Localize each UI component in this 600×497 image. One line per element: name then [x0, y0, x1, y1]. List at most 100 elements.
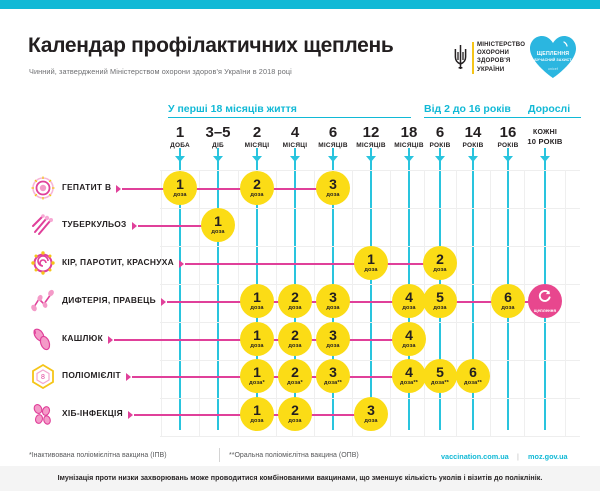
dose-label: доза: [211, 229, 225, 235]
dose-label: доза: [173, 192, 187, 198]
dose-circle[interactable]: 1 доза: [201, 208, 235, 242]
dose-number: 1: [214, 213, 222, 229]
column-marker-2: [252, 156, 262, 162]
dose-circle[interactable]: 1 доза: [163, 171, 197, 205]
heart-logo-line-1: ЩЕПЛЕННЯ: [536, 51, 570, 57]
column-marker-5: [366, 156, 376, 162]
diphtheria-bacteria-icon: [31, 289, 54, 312]
dose-label: доза: [364, 267, 378, 273]
column-unit-6: МІСЯЦІВ: [394, 142, 424, 149]
dose-circle[interactable]: 6 доза: [491, 284, 525, 318]
dose-number: 3: [329, 364, 337, 380]
dose-circle[interactable]: 4 доза: [392, 322, 426, 356]
dose-circle[interactable]: 1 доза: [354, 246, 388, 280]
dose-circle[interactable]: 3 доза: [316, 284, 350, 318]
vaccine-row-label: ГЕПАТИТ В: [62, 182, 112, 192]
dose-circle[interactable]: 2 доза: [423, 246, 457, 280]
dose-number: 1: [253, 289, 261, 305]
column-unit-3: МІСЯЦІ: [282, 142, 308, 149]
dose-circle[interactable]: 4 доза: [392, 284, 426, 318]
dose-number: 6: [504, 289, 512, 305]
dose-label: доза**: [464, 380, 482, 386]
ministry-line-1: МІНІСТЕРСТВО: [477, 41, 526, 48]
column-marker-0: [175, 156, 185, 162]
footnote-ipv: *Інактивована поліомієлітна вакцина (ІПВ…: [29, 452, 167, 459]
dose-number: 2: [253, 176, 261, 192]
trident-icon: [454, 45, 467, 69]
dose-circle[interactable]: 1 доза*: [240, 359, 274, 393]
column-marker-7: [435, 156, 445, 162]
dose-circle[interactable]: 1 доза: [240, 397, 274, 431]
bottom-bar: [0, 491, 600, 497]
dose-circle[interactable]: 3 доза: [316, 171, 350, 205]
column-value-9: 16: [499, 124, 517, 141]
revaccination-badge[interactable]: щеплення: [528, 284, 562, 318]
dose-label: доза: [364, 418, 378, 424]
link-vaccination-site[interactable]: vaccination.com.ua: [441, 452, 509, 461]
ministry-name-block: МІНІСТЕРСТВО ОХОРОНИ ЗДОРОВ'Я УКРАЇНИ: [477, 41, 525, 74]
dose-circle[interactable]: 5 доза**: [423, 359, 457, 393]
column-value-1: 3–5: [205, 124, 231, 141]
vaccine-row-label: ДИФТЕРІЯ, ПРАВЕЦЬ: [62, 295, 156, 305]
dose-label: доза**: [324, 380, 342, 386]
link-moz-site[interactable]: moz.gov.ua: [528, 452, 568, 461]
dose-number: 4: [405, 289, 413, 305]
column-value-10: КОЖНІ: [533, 129, 557, 136]
column-marker-8: [468, 156, 478, 162]
grid-hline-7: [160, 436, 580, 437]
dose-label: доза: [250, 343, 264, 349]
dose-circle[interactable]: 6 доза**: [456, 359, 490, 393]
ministry-line-3: ЗДОРОВ'Я: [477, 57, 511, 65]
dose-number: 3: [367, 402, 375, 418]
top-accent-bar: [0, 0, 600, 9]
dose-number: 3: [329, 176, 337, 192]
dose-circle[interactable]: 2 доза: [240, 171, 274, 205]
dose-number: 1: [253, 327, 261, 343]
dose-circle[interactable]: 3 доза: [354, 397, 388, 431]
dose-label: доза: [250, 418, 264, 424]
dose-circle[interactable]: 2 доза: [278, 322, 312, 356]
footer-band-text: Імунізація проти низки захворювань може …: [57, 474, 543, 482]
vaccine-timeline-arrow: [108, 335, 113, 344]
ministry-line-2: ОХОРОНИ: [477, 49, 510, 57]
dose-number: 2: [291, 402, 299, 418]
dose-circle[interactable]: 5 доза: [423, 284, 457, 318]
group-header-0: У перші 18 місяців життя: [168, 103, 297, 115]
dose-number: 6: [469, 364, 477, 380]
dose-number: 2: [291, 289, 299, 305]
column-header-4: 6 МІСЯЦІВ: [310, 124, 356, 150]
footnote-divider: [219, 448, 220, 462]
column-unit-9: РОКІВ: [497, 142, 519, 149]
vaccination-heart-logo: ЩЕПЛЕННЯ БУЧАСНИЙ ЗАХИСТ unicef: [528, 34, 578, 80]
column-header-5: 12 МІСЯЦІВ: [348, 125, 394, 150]
column-marker-1: [213, 156, 223, 162]
dose-circle[interactable]: 2 доза: [278, 284, 312, 318]
dose-circle[interactable]: 4 доза**: [392, 359, 426, 393]
dose-circle[interactable]: 2 доза*: [278, 359, 312, 393]
hib-bacteria-icon: [33, 404, 51, 425]
dose-circle[interactable]: 3 доза: [316, 322, 350, 356]
dose-label: доза**: [400, 380, 418, 386]
dose-circle[interactable]: 3 доза**: [316, 359, 350, 393]
dose-number: 2: [436, 251, 444, 267]
ministry-of-health-logo: МІНІСТЕРСТВО ОХОРОНИ ЗДОРОВ'Я УКРАЇНИ: [453, 39, 525, 77]
dose-circle[interactable]: 1 доза: [240, 284, 274, 318]
dose-number: 5: [436, 364, 444, 380]
column-unit-4: МІСЯЦІВ: [318, 142, 348, 149]
column-marker-10: [540, 156, 550, 162]
dose-label: доза: [250, 192, 264, 198]
dose-circle[interactable]: 2 доза: [278, 397, 312, 431]
dose-label: доза**: [431, 380, 449, 386]
vaccine-row: ДИФТЕРІЯ, ПРАВЕЦЬ 1 доза 2 доза 3 доза 4 доза 5 до…: [0, 283, 600, 321]
refresh-icon: [538, 290, 551, 302]
column-value-4: 6: [328, 124, 338, 141]
column-header-2: 2 МІСЯЦІ: [234, 125, 280, 150]
vaccine-timeline-arrow: [161, 297, 166, 306]
vaccine-timeline-arrow: [116, 184, 121, 193]
page-title: Календар профілактичних щеплень: [28, 34, 394, 57]
column-unit-1: ДІБ: [212, 142, 224, 149]
column-unit-10: 10 РОКІВ: [527, 137, 563, 146]
svg-text:8: 8: [41, 374, 45, 381]
dose-circle[interactable]: 1 доза: [240, 322, 274, 356]
vaccine-row: КАШЛЮК 1 доза 2 доза 3 доза 4 доза: [0, 321, 600, 359]
